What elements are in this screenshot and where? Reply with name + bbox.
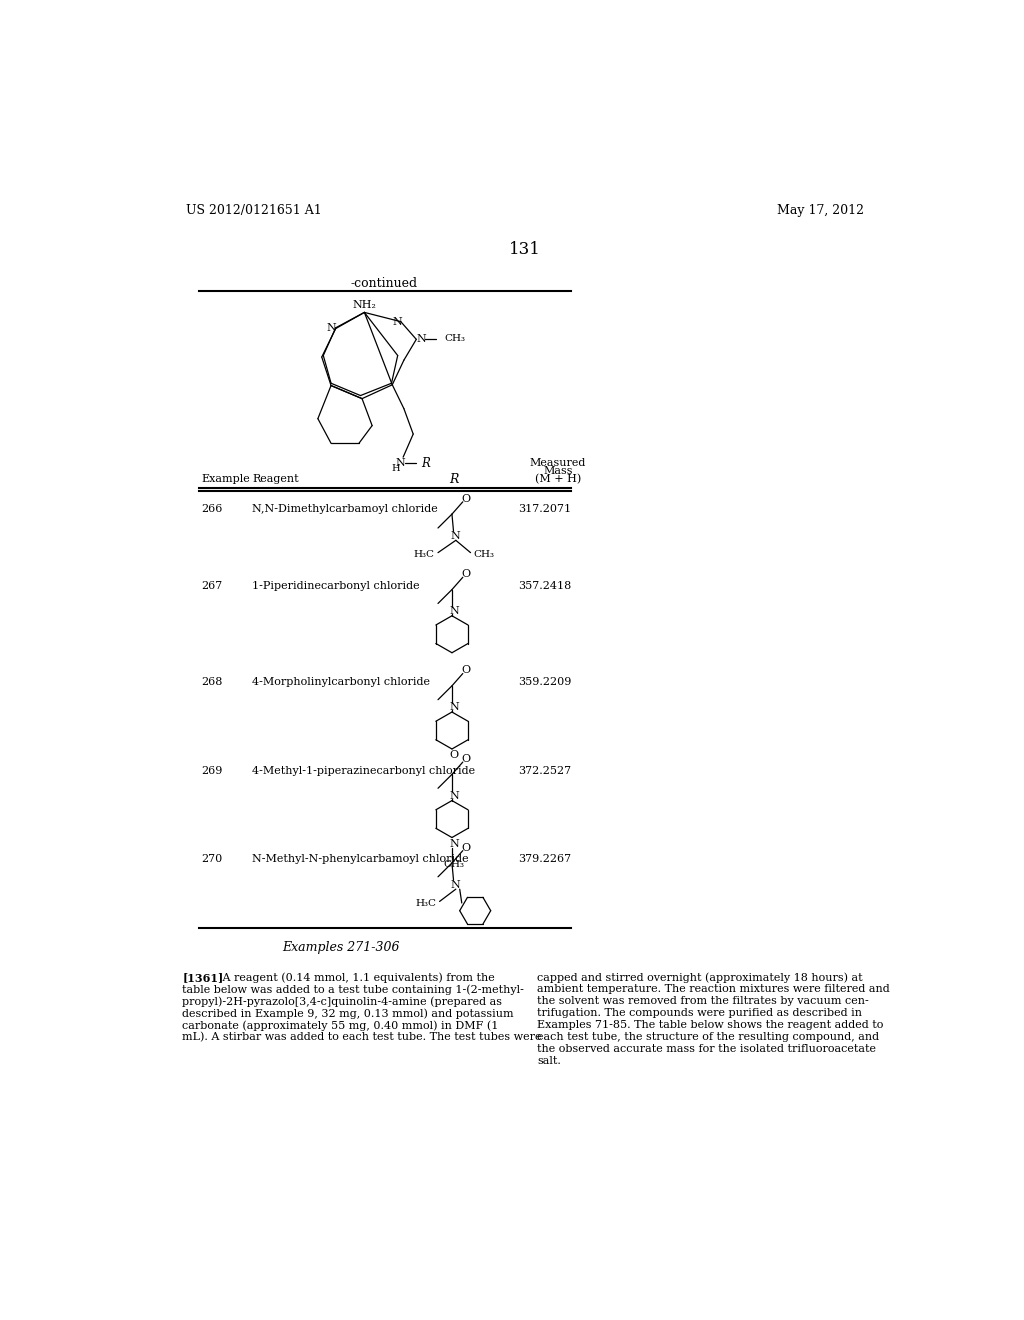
Text: R: R xyxy=(449,473,458,486)
Text: carbonate (approximately 55 mg, 0.40 mmol) in DMF (1: carbonate (approximately 55 mg, 0.40 mmo… xyxy=(182,1020,499,1031)
Text: 379.2267: 379.2267 xyxy=(518,854,571,865)
Text: A reagent (0.14 mmol, 1.1 equivalents) from the: A reagent (0.14 mmol, 1.1 equivalents) f… xyxy=(212,973,495,983)
Text: 131: 131 xyxy=(509,240,541,257)
Text: salt.: salt. xyxy=(538,1056,561,1065)
Text: Example: Example xyxy=(202,474,251,484)
Text: N: N xyxy=(327,323,337,333)
Text: CH₃: CH₃ xyxy=(474,550,495,560)
Text: each test tube, the structure of the resulting compound, and: each test tube, the structure of the res… xyxy=(538,1032,880,1041)
Text: 269: 269 xyxy=(202,766,223,776)
Text: 266: 266 xyxy=(202,504,223,513)
Text: R: R xyxy=(421,457,430,470)
Text: N: N xyxy=(451,531,461,541)
Text: Mass: Mass xyxy=(544,466,572,477)
Text: N: N xyxy=(451,879,461,890)
Text: 357.2418: 357.2418 xyxy=(518,581,571,591)
Text: Measured: Measured xyxy=(530,458,587,467)
Text: O: O xyxy=(462,665,470,676)
Text: Examples 271-306: Examples 271-306 xyxy=(283,941,400,954)
Text: O: O xyxy=(462,754,470,764)
Text: Reagent: Reagent xyxy=(252,474,299,484)
Text: NH₂: NH₂ xyxy=(352,300,376,310)
Text: described in Example 9, 32 mg, 0.13 mmol) and potassium: described in Example 9, 32 mg, 0.13 mmol… xyxy=(182,1008,514,1019)
Text: 359.2209: 359.2209 xyxy=(518,677,571,686)
Text: Examples 71-85. The table below shows the reagent added to: Examples 71-85. The table below shows th… xyxy=(538,1020,884,1030)
Text: N: N xyxy=(450,606,459,616)
Text: mL). A stirbar was added to each test tube. The test tubes were: mL). A stirbar was added to each test tu… xyxy=(182,1032,542,1043)
Text: N: N xyxy=(416,334,426,343)
Text: CH₃: CH₃ xyxy=(444,334,465,343)
Text: 317.2071: 317.2071 xyxy=(518,504,571,513)
Text: capped and stirred overnight (approximately 18 hours) at: capped and stirred overnight (approximat… xyxy=(538,973,863,983)
Text: 372.2527: 372.2527 xyxy=(518,766,571,776)
Text: ambient temperature. The reaction mixtures were filtered and: ambient temperature. The reaction mixtur… xyxy=(538,985,890,994)
Text: N: N xyxy=(450,791,459,801)
Text: O: O xyxy=(450,750,459,760)
Text: N: N xyxy=(396,458,406,469)
Text: H: H xyxy=(391,465,399,473)
Text: N,N-Dimethylcarbamoyl chloride: N,N-Dimethylcarbamoyl chloride xyxy=(252,504,437,513)
Text: (M + H): (M + H) xyxy=(535,474,582,484)
Text: US 2012/0121651 A1: US 2012/0121651 A1 xyxy=(186,205,322,218)
Text: N: N xyxy=(393,317,402,327)
Text: [1361]: [1361] xyxy=(182,973,223,983)
Text: 1-Piperidinecarbonyl chloride: 1-Piperidinecarbonyl chloride xyxy=(252,581,420,591)
Text: 270: 270 xyxy=(202,854,223,865)
Text: H₃C: H₃C xyxy=(416,899,436,908)
Text: O: O xyxy=(462,494,470,504)
Text: 4-Morpholinylcarbonyl chloride: 4-Morpholinylcarbonyl chloride xyxy=(252,677,430,686)
Text: table below was added to a test tube containing 1-(2-methyl-: table below was added to a test tube con… xyxy=(182,985,524,995)
Text: O: O xyxy=(462,569,470,579)
Text: N-Methyl-N-phenylcarbamoyl chloride: N-Methyl-N-phenylcarbamoyl chloride xyxy=(252,854,469,865)
Text: propyl)-2H-pyrazolo[3,4-c]quinolin-4-amine (prepared as: propyl)-2H-pyrazolo[3,4-c]quinolin-4-ami… xyxy=(182,997,502,1007)
Text: -continued: -continued xyxy=(350,277,418,289)
Text: trifugation. The compounds were purified as described in: trifugation. The compounds were purified… xyxy=(538,1008,862,1018)
Text: 268: 268 xyxy=(202,677,223,686)
Text: 4-Methyl-1-piperazinecarbonyl chloride: 4-Methyl-1-piperazinecarbonyl chloride xyxy=(252,766,475,776)
Text: 267: 267 xyxy=(202,581,223,591)
Text: N: N xyxy=(450,838,459,849)
Text: H₃C: H₃C xyxy=(414,550,435,560)
Text: the observed accurate mass for the isolated trifluoroacetate: the observed accurate mass for the isola… xyxy=(538,1044,877,1053)
Text: May 17, 2012: May 17, 2012 xyxy=(777,205,864,218)
Text: the solvent was removed from the filtrates by vacuum cen-: the solvent was removed from the filtrat… xyxy=(538,997,869,1006)
Text: CH₃: CH₃ xyxy=(443,861,465,869)
Text: O: O xyxy=(462,842,470,853)
Text: N: N xyxy=(450,702,459,713)
